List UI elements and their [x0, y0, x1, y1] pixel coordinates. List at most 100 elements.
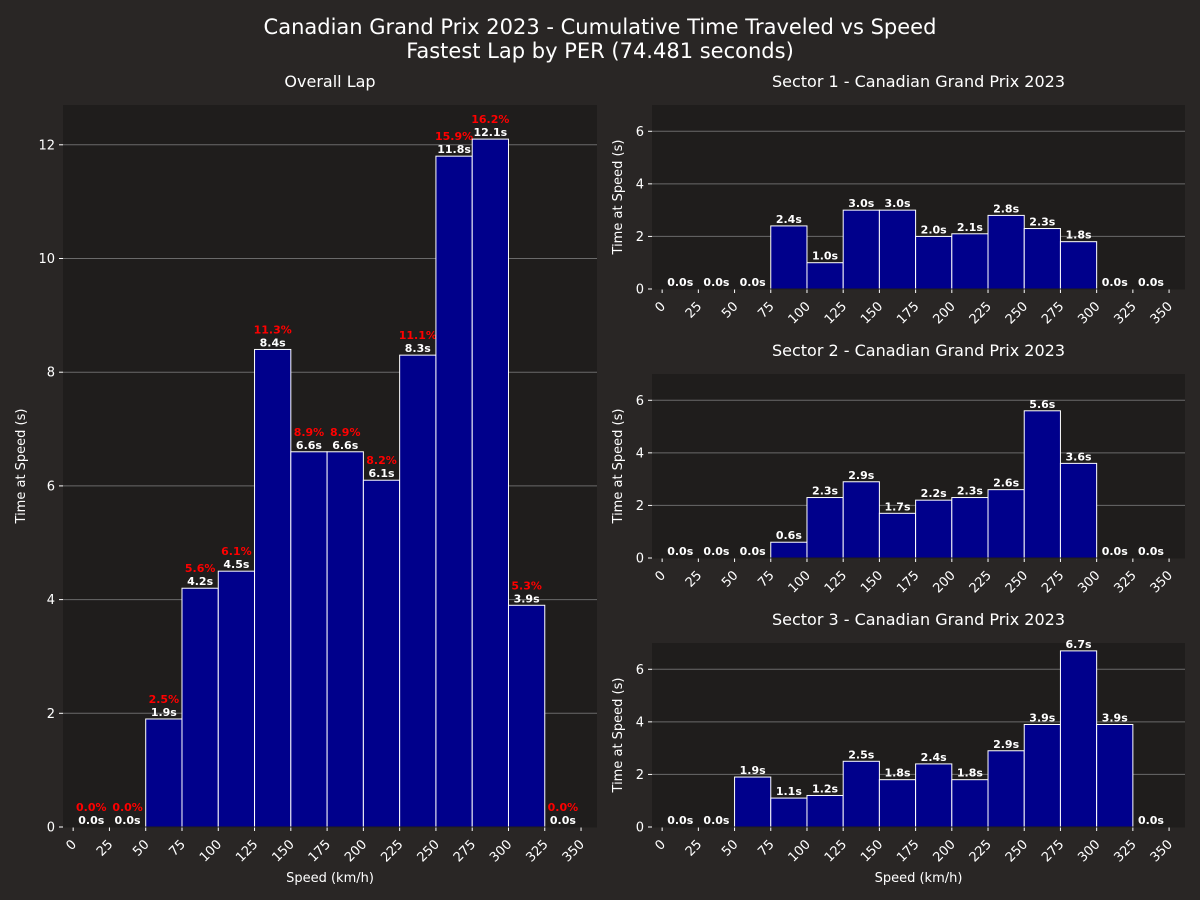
bar-value-label: 2.2s [921, 487, 947, 500]
y-tick-label: 6 [636, 394, 644, 409]
x-tick-label: 175 [894, 568, 922, 596]
y-tick-label: 2 [636, 768, 644, 783]
y-tick-label: 12 [38, 138, 55, 153]
y-tick-label: 2 [636, 230, 644, 245]
bar [842, 209, 880, 290]
bar-value-label: 8.4s [260, 336, 286, 349]
bar-value-label: 2.4s [921, 751, 947, 764]
bar [734, 776, 772, 828]
bar-value-label: 0.0s [740, 276, 766, 289]
x-tick-label: 0 [653, 568, 669, 584]
bar-percent-label: 8.9% [330, 426, 361, 439]
bar-value-label: 2.3s [1029, 216, 1055, 229]
bar-percent-label: 0.0% [76, 801, 107, 814]
x-tick-label: 250 [415, 837, 443, 865]
y-tick-label: 0 [47, 821, 55, 836]
bar [326, 451, 364, 828]
y-tick-label: 10 [38, 252, 55, 267]
x-tick-label: 125 [822, 837, 850, 865]
bar [507, 604, 546, 828]
bar [987, 489, 1025, 559]
bar-value-label: 0.0s [1102, 276, 1128, 289]
bar-value-label: 1.8s [1066, 229, 1092, 242]
bar-value-label: 2.1s [957, 221, 983, 234]
x-tick-label: 125 [822, 299, 850, 327]
bar-percent-label: 0.0% [548, 801, 579, 814]
x-tick-label: 200 [930, 837, 958, 865]
y-tick-label: 6 [636, 125, 644, 140]
bar [878, 512, 917, 559]
bar [770, 541, 808, 559]
bar-value-label: 3.0s [848, 197, 874, 210]
bar [1059, 650, 1098, 828]
x-tick-label: 175 [894, 299, 922, 327]
y-tick-label: 4 [636, 446, 644, 461]
bar-value-label: 6.6s [332, 439, 358, 452]
bar-value-label: 2.6s [993, 477, 1019, 490]
bar-value-label: 1.9s [151, 706, 177, 719]
x-tick-label: 300 [1075, 299, 1103, 327]
bar-value-label: 1.8s [957, 767, 983, 780]
bar-value-label: 1.0s [812, 250, 838, 263]
x-tick-label: 300 [1075, 837, 1103, 865]
y-axis-label: Time at Speed (s) [611, 678, 626, 794]
bar [842, 481, 880, 559]
x-tick-label: 150 [858, 299, 886, 327]
y-tick-label: 2 [47, 707, 55, 722]
bar-value-label: 6.1s [368, 467, 394, 480]
bar-value-label: 3.9s [1102, 711, 1128, 724]
bar-value-label: 2.3s [957, 485, 983, 498]
x-tick-label: 325 [1112, 299, 1140, 327]
bar-value-label: 1.9s [740, 764, 766, 777]
bar [217, 570, 256, 828]
bar-value-label: 0.0s [1138, 814, 1164, 827]
x-tick-label: 25 [94, 837, 116, 859]
x-axis-label: Speed (km/h) [286, 871, 374, 886]
bar-value-label: 3.9s [514, 592, 540, 605]
x-tick-label: 275 [1039, 837, 1067, 865]
bar-value-label: 2.0s [921, 223, 947, 236]
x-tick-label: 350 [1148, 837, 1176, 865]
bar-percent-label: 6.1% [221, 545, 252, 558]
bar [878, 209, 917, 290]
bar [1023, 410, 1061, 559]
bar-value-label: 2.3s [812, 485, 838, 498]
bar [435, 155, 473, 828]
chart-title: Overall Lap [284, 72, 375, 91]
bar-value-label: 5.6s [1029, 398, 1055, 411]
x-axis-label: Speed (km/h) [875, 871, 963, 886]
bar-value-label: 3.6s [1066, 450, 1092, 463]
bar-value-label: 1.8s [884, 767, 910, 780]
bar-value-label: 0.0s [1138, 545, 1164, 558]
bar-value-label: 4.5s [223, 558, 249, 571]
x-tick-label: 100 [197, 837, 225, 865]
bar-value-label: 0.0s [550, 814, 576, 827]
chart-overall-lap: 0 2 4 6 8 10 12 0 25 50 75 100 125 150 175 200 225 250 275… [14, 72, 597, 886]
x-tick-label: 300 [1075, 568, 1103, 596]
x-tick-label: 125 [233, 837, 261, 865]
bar [951, 497, 989, 559]
chart-sector-3: 0 2 4 6 0 25 50 75 100 125 150 175 200 225 250 275 300 32… [611, 610, 1185, 886]
x-tick-label: 200 [342, 837, 370, 865]
y-axis-label: Time at Speed (s) [611, 140, 626, 256]
chart-sector-2: 0 2 4 6 0 25 50 75 100 125 150 175 200 225 250 275 300 32… [611, 341, 1185, 596]
bar-percent-label: 11.3% [254, 323, 292, 336]
x-tick-label: 50 [719, 568, 741, 590]
bar-value-label: 0.0s [78, 814, 104, 827]
bar [1059, 241, 1098, 290]
bar-value-label: 0.0s [703, 814, 729, 827]
bar-percent-label: 5.6% [185, 562, 216, 575]
bar-value-label: 8.3s [405, 342, 431, 355]
y-tick-label: 4 [47, 593, 55, 608]
bar [399, 354, 437, 828]
bar-value-label: 1.2s [812, 782, 838, 795]
bar-value-label: 0.0s [703, 545, 729, 558]
x-tick-label: 200 [930, 568, 958, 596]
x-tick-label: 150 [269, 837, 297, 865]
bar-value-label: 4.2s [187, 575, 213, 588]
x-tick-label: 50 [130, 837, 152, 859]
bar [290, 451, 328, 828]
x-tick-label: 75 [755, 568, 777, 590]
y-tick-label: 2 [636, 499, 644, 514]
x-tick-label: 250 [1003, 837, 1031, 865]
